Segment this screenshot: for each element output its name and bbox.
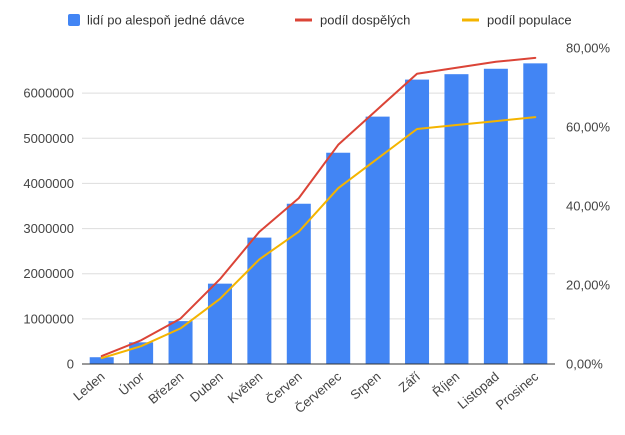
legend: lidí po alespoň jedné dávce podíl dospělý… <box>68 13 572 28</box>
left-axis: 0 1000000 2000000 3000000 4000000 5000000 6000… <box>23 86 74 372</box>
right-tick-label: 20,00% <box>566 278 611 293</box>
left-tick-label: 5000000 <box>23 131 74 146</box>
gridlines <box>82 92 555 320</box>
bar <box>326 152 351 364</box>
right-axis: 0,00% 20,00% 40,00% 60,00% 80,00% <box>566 41 611 372</box>
bar <box>444 74 469 364</box>
bar <box>207 283 232 364</box>
bar <box>405 79 430 364</box>
bar <box>247 237 272 364</box>
right-tick-label: 80,00% <box>566 41 611 56</box>
legend-label: podíl dospělých <box>320 13 410 28</box>
bar <box>365 116 390 364</box>
bar <box>89 357 114 364</box>
legend-swatch <box>68 14 80 26</box>
right-tick-label: 60,00% <box>566 120 611 135</box>
left-tick-label: 4000000 <box>23 176 74 191</box>
left-tick-label: 0 <box>67 357 74 372</box>
series-line-podil-dospelych <box>100 56 537 358</box>
left-tick-label: 3000000 <box>23 221 74 236</box>
right-tick-label: 40,00% <box>566 199 611 214</box>
legend-label: podíl populace <box>487 13 572 28</box>
left-tick-label: 1000000 <box>23 311 74 326</box>
bar <box>483 68 508 364</box>
bar <box>286 203 311 364</box>
series-line-podil-populace <box>100 116 537 360</box>
left-tick-label: 2000000 <box>23 266 74 281</box>
lines <box>100 56 537 360</box>
left-tick-label: 6000000 <box>23 86 74 101</box>
right-tick-label: 0,00% <box>566 357 603 372</box>
bar <box>523 63 548 364</box>
legend-label: lidí po alespoň jedné dávce <box>87 13 245 28</box>
